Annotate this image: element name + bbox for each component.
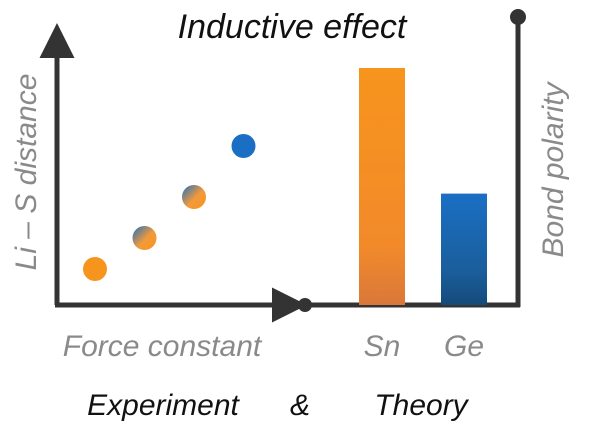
bar-label-ge: Ge xyxy=(444,330,484,363)
footer-experiment: Experiment xyxy=(87,389,240,422)
scatter-point-3 xyxy=(182,185,206,209)
bar-label-group: Sn Ge xyxy=(364,330,484,363)
bar-ge xyxy=(441,193,487,305)
bar-label-sn: Sn xyxy=(364,330,401,363)
figure-title: Inductive effect xyxy=(178,8,408,46)
left-y-axis-label: Li – S distance xyxy=(10,74,43,271)
right-y-axis-end-dot xyxy=(510,9,526,25)
scatter-point-1 xyxy=(83,257,107,281)
bar-group xyxy=(359,68,487,305)
footer-theory: Theory xyxy=(374,389,469,422)
bar-sn xyxy=(359,68,405,305)
footer-ampersand: & xyxy=(290,389,310,422)
left-x-axis-label: Force constant xyxy=(63,330,263,363)
scatter-points xyxy=(83,134,256,281)
right-y-axis-label: Bond polarity xyxy=(537,80,570,257)
scatter-point-2 xyxy=(132,226,157,250)
scatter-point-4 xyxy=(231,134,256,158)
